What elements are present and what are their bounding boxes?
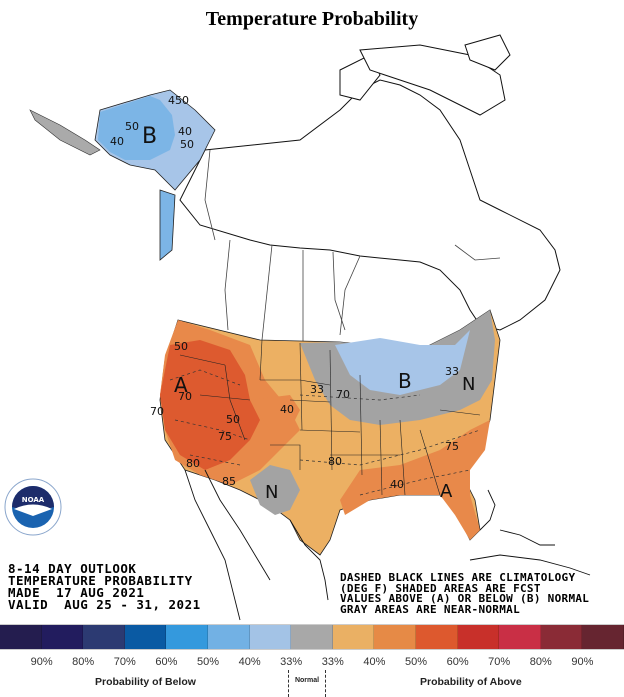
legend-swatch xyxy=(540,625,583,649)
legend-swatch xyxy=(332,625,375,649)
contour-label: 50 xyxy=(174,340,188,353)
legend-tick-label: 40% xyxy=(238,656,261,668)
explanation-line: (DEG F) SHADED AREAS ARE FCST xyxy=(340,581,541,595)
map-label-a-southeast: A xyxy=(440,481,453,502)
map-explanation: DASHED BLACK LINES ARE CLIMATOLOGY (DEG F… xyxy=(340,571,590,616)
contour-label: 450 xyxy=(168,94,189,107)
legend-tick-label: 70% xyxy=(113,656,136,668)
legend-tick-label: 60% xyxy=(155,656,178,668)
legend-tick-label: 80% xyxy=(529,656,552,668)
legend-tick-label: 80% xyxy=(72,656,95,668)
legend-swatch xyxy=(166,625,208,649)
contour-label: 40 xyxy=(280,403,294,416)
legend-tick-label: 33% xyxy=(280,656,303,668)
contour-label: 50 xyxy=(125,120,139,133)
mexico-outline xyxy=(184,469,591,621)
legend-tick-label: 90% xyxy=(30,656,53,668)
contour-label: 70 xyxy=(178,390,192,403)
explanation-line: DASHED BLACK LINES ARE CLIMATOLOGY xyxy=(340,571,576,584)
contour-label: 70 xyxy=(336,388,350,401)
legend-swatch xyxy=(582,625,624,649)
legend-swatch xyxy=(415,625,458,649)
legend-below-label: Probability of Below xyxy=(95,676,196,688)
contour-label: 80 xyxy=(328,455,342,468)
legend-ticks: 90% 80% 70% 60% 50% 40% 33% 33% 40% 50% 60% 70% 80% 9… xyxy=(0,656,624,670)
contour-label: 75 xyxy=(445,440,459,453)
outlook-period: 8-14 DAY OUTLOOK xyxy=(8,561,137,576)
legend-swatch xyxy=(291,625,333,649)
map-label-n-texas: N xyxy=(265,482,278,503)
legend-swatch xyxy=(249,625,292,649)
legend-normal-label: Normal xyxy=(288,670,326,697)
contour-label: 50 xyxy=(180,138,194,151)
contour-label: 85 xyxy=(222,475,236,488)
legend-tick-label: 50% xyxy=(404,656,428,668)
outlook-made-date: MADE 17 AUG 2021 xyxy=(8,585,145,600)
contour-label: 40 xyxy=(390,478,404,491)
legend-swatch xyxy=(83,625,125,649)
legend-swatch xyxy=(207,625,250,649)
legend-color-bar xyxy=(0,624,624,650)
legend-tick-label: 70% xyxy=(488,656,511,668)
contour-label: 40 xyxy=(110,135,124,148)
map-label-b-lakes: B xyxy=(398,369,412,393)
contour-label: 75 xyxy=(218,430,232,443)
legend-above-label: Probability of Above xyxy=(420,676,522,688)
explanation-line: VALUES ABOVE (A) OR BELOW (B) NORMAL xyxy=(340,592,590,605)
legend-tick-label: 40% xyxy=(363,656,386,668)
conus-region: A B N N A 50 70 70 50 75 80 85 40 33 70 … xyxy=(150,309,501,556)
legend-tick-label: 50% xyxy=(196,656,220,668)
legend-tick-label: 90% xyxy=(571,656,594,668)
outlook-valid-dates: VALID AUG 25 - 31, 2021 xyxy=(8,597,201,612)
explanation-line: GRAY AREAS ARE NEAR-NORMAL xyxy=(340,602,520,616)
legend-swatch xyxy=(499,625,541,649)
contour-label: 40 xyxy=(178,125,192,138)
legend-swatch xyxy=(374,625,416,649)
noaa-logo: NOAA xyxy=(4,478,62,536)
contour-label: 80 xyxy=(186,457,200,470)
outlook-info: 8-14 DAY OUTLOOK TEMPERATURE PROBABILITY M… xyxy=(8,561,201,612)
outlook-map: B 40 50 40 50 450 xyxy=(0,30,624,622)
legend-tick-label: 60% xyxy=(446,656,469,668)
contour-label: 70 xyxy=(150,405,164,418)
province-lines xyxy=(204,149,501,342)
legend-swatch xyxy=(41,625,84,649)
legend-swatch xyxy=(0,625,42,649)
map-label-n-northeast: N xyxy=(462,374,475,395)
alaska-region: B 40 50 40 50 450 xyxy=(29,89,216,261)
page-title: Temperature Probability xyxy=(205,8,419,30)
contour-label: 33 xyxy=(445,365,459,378)
canada-outline xyxy=(179,34,561,331)
noaa-logo-text: NOAA xyxy=(22,496,45,504)
legend-tick-label: 33% xyxy=(321,656,344,668)
legend-swatch xyxy=(457,625,500,649)
outlook-variable: TEMPERATURE PROBABILITY xyxy=(8,573,193,588)
legend-swatch xyxy=(124,625,167,649)
contour-label: 50 xyxy=(226,413,240,426)
contour-label: 33 xyxy=(310,383,324,396)
map-label-b-alaska: B xyxy=(142,124,157,149)
map-label-a-west: A xyxy=(174,373,188,397)
